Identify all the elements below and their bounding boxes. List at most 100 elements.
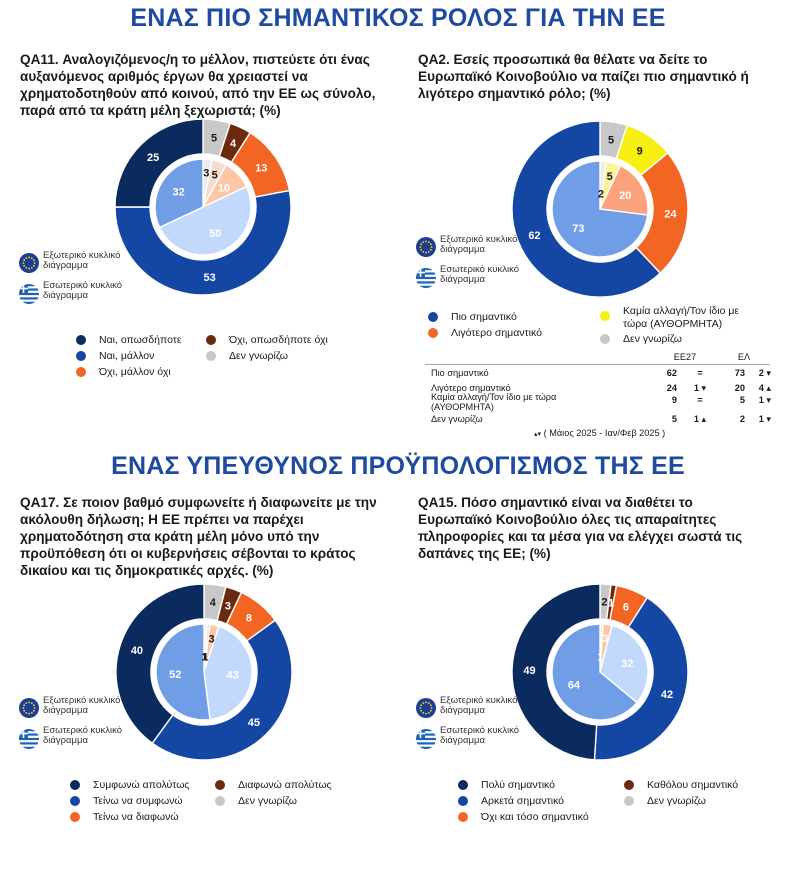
outer-label-δεν-γνωρίζω: 5 <box>211 132 217 144</box>
inner-label-διαφωνώ-απολύτως: 1 <box>202 652 208 664</box>
inner-label-δεν-γνωρίζω: 1 <box>201 652 207 664</box>
outer-slice-αρκετά-σημαντικό <box>593 596 689 761</box>
outer-slice-τείνω-να-συμφωνώ <box>151 619 293 761</box>
footnote-text: ( Μάιος 2025 - Ιαν/Φεβ 2025 ) <box>543 428 666 438</box>
outer-label-διαφωνώ-απολύτως: 3 <box>225 601 231 613</box>
ring-key-inner-label: Εσωτερικό κυκλικό διάγραμμα <box>440 725 520 746</box>
inner-label-καμία-αλλαγή-τον-ίδιο-με-τώρα-αυθορμητα: 5 <box>607 171 613 183</box>
greek-flag-icon <box>416 729 436 749</box>
inner-label-τείνω-να-συμφωνώ: 43 <box>227 670 239 682</box>
outer-label-όχι-και-τόσο-σημαντικό: 6 <box>623 601 629 613</box>
legend-label: Δεν γνωρίζω <box>229 350 288 362</box>
cell-cmp: = <box>697 395 703 405</box>
cell-grd: 4 ▴ <box>758 383 771 393</box>
cell-eu: 62 <box>666 368 677 378</box>
legend-label: Όχι και τόσο σημαντικό <box>481 811 589 823</box>
ring-key-inner-label: Εσωτερικό κυκλικό διάγραμμα <box>440 264 520 285</box>
outer-label-όχι-οπωσδήποτε-όχι: 4 <box>230 138 237 150</box>
outer-slice-πιο-σημαντικό <box>511 120 662 298</box>
inner-slice-τείνω-να-συμφωνώ <box>203 625 253 721</box>
outer-label-δεν-γνωρίζω: 5 <box>608 134 614 146</box>
inner-label-αρκετά-σημαντικό: 32 <box>621 658 633 670</box>
legend-label: Τείνω να συμφωνώ <box>93 795 183 807</box>
cell-gr: 2 <box>739 414 745 424</box>
legend-swatch-icon <box>458 780 468 790</box>
cell-eu: 24 <box>666 383 677 393</box>
legend-swatch-icon <box>70 796 80 806</box>
cell-eu: 5 <box>671 414 677 424</box>
outer-label-όχι-μάλλον-όχι: 13 <box>255 162 267 174</box>
legend-label: Συμφωνώ απολύτως <box>93 779 190 791</box>
section-title-budget: ΕΝΑΣ ΥΠΕΥΘΥΝΟΣ ΠΡΟΫΠΟΛΟΓΙΣΜΟΣ ΤΗΣ ΕΕ <box>111 452 685 480</box>
legend-swatch-icon <box>206 335 216 345</box>
inner-label-όχι-και-τόσο-σημαντικό: 3 <box>602 633 608 645</box>
outer-slice-συμφωνώ-απολύτως <box>115 583 205 745</box>
outer-label-τείνω-να-διαφωνώ: 8 <box>246 613 252 625</box>
legend-swatch-icon <box>600 334 610 344</box>
question-qa17: QA17. Σε ποιον βαθμό συμφωνείτε ή διαφων… <box>20 495 377 578</box>
row-label: Καμία αλλαγή/Τον ίδιο με τώρα (ΑΥΘΟΡΜΗΤΑ… <box>431 392 557 412</box>
greek-flag-icon <box>19 284 39 304</box>
cell-gr: 20 <box>734 383 745 393</box>
inner-label-λιγότερο-σημαντικό: 20 <box>619 190 631 202</box>
legend-label: Πιο σημαντικό <box>451 311 517 323</box>
inner-label-πολύ-σημαντικό: 64 <box>568 679 581 691</box>
inner-label-συμφωνώ-απολύτως: 52 <box>169 669 181 681</box>
eu-flag-icon <box>19 253 39 273</box>
inner-slice-ναι-μάλλον <box>158 185 252 256</box>
legend-swatch-icon <box>458 796 468 806</box>
inner-slice-λιγότερο-σημαντικό <box>598 164 649 216</box>
inner-label-δεν-γνωρίζω: 2 <box>598 189 604 201</box>
legend-swatch-icon <box>76 335 86 345</box>
legend-swatch-icon <box>428 328 438 338</box>
outer-label-καμία-αλλαγή-τον-ίδιο-με-τώρα-αυθορμητα: 9 <box>637 146 643 158</box>
legend-label: Καθόλου σημαντικό <box>647 779 739 791</box>
col-header-eu27: ΕΕ27 <box>673 352 697 362</box>
cell-cmp: 1 ▾ <box>693 383 707 393</box>
table-divider <box>425 364 770 365</box>
legend-label: Αρκετά σημαντικό <box>481 795 565 807</box>
question-qa15: QA15. Πόσο σημαντικό είναι να διαθέτει τ… <box>418 495 743 561</box>
legend-label: Δεν γνωρίζω <box>647 795 706 807</box>
question-qa11: QA11. Αναλογιζόμενος/η το μέλλον, πιστεύ… <box>20 52 376 118</box>
ring-key-outer-label: Εξωτερικό κυκλικό διάγραμμα <box>43 695 121 716</box>
outer-slice-ναι-μάλλον <box>114 189 292 296</box>
legend-swatch-icon <box>76 351 86 361</box>
row-label: Δεν γνωρίζω <box>431 414 483 424</box>
inner-slice-πολύ-σημαντικό <box>551 623 638 721</box>
question-qa2: QA2. Εσείς προσωπικά θα θέλατε να δείτε … <box>418 52 749 101</box>
cell-cmp: 1 ▴ <box>693 414 707 424</box>
legend-swatch-icon <box>600 311 610 321</box>
inner-slice-πιο-σημαντικό <box>551 160 649 258</box>
legend-label: Διαφωνώ απολύτως <box>238 779 332 791</box>
ring-key-outer-label: Εξωτερικό κυκλικό διάγραμμα <box>43 250 121 271</box>
ring-key-outer-label: Εξωτερικό κυκλικό διάγραμμα <box>440 695 518 716</box>
outer-label-ναι-οπωσδήποτε: 25 <box>147 152 159 164</box>
inner-label-τείνω-να-διαφωνώ: 3 <box>208 633 214 645</box>
ring-key-inner-label: Εσωτερικό κυκλικό διάγραμμα <box>43 725 123 746</box>
row-label: Λιγότερο σημαντικό <box>431 383 511 393</box>
legend-swatch-icon <box>206 351 216 361</box>
ring-key-inner-label: Εσωτερικό κυκλικό διάγραμμα <box>43 280 123 301</box>
eu-flag-icon <box>416 698 436 718</box>
outer-label-λιγότερο-σημαντικό: 24 <box>664 208 677 220</box>
legend-swatch-icon <box>458 812 468 822</box>
legend-label: Τείνω να διαφωνώ <box>93 811 179 823</box>
outer-label-αρκετά-σημαντικό: 42 <box>661 689 673 701</box>
outer-label-συμφωνώ-απολύτως: 40 <box>131 645 143 657</box>
inner-label-ναι-μάλλον: 50 <box>209 228 221 240</box>
legend-label: Ναι, μάλλον <box>99 350 155 362</box>
qa2-table-footnote: ▴▾ ( Μάιος 2025 - Ιαν/Φεβ 2025 ) <box>534 428 665 438</box>
cell-eu: 9 <box>671 395 677 405</box>
legend-label: Ναι, οπωσδήποτε <box>99 334 182 346</box>
inner-label-όχι-οπωσδήποτε-όχι: 5 <box>212 169 218 181</box>
inner-label-πιο-σημαντικό: 73 <box>572 223 584 235</box>
legend-label: Πολύ σημαντικό <box>481 779 556 791</box>
table-header: ΕΕ27 ΕΛ <box>425 352 770 364</box>
legend-label: Δεν γνωρίζω <box>623 333 682 345</box>
legend-swatch-icon <box>215 796 225 806</box>
eu-flag-icon <box>19 698 39 718</box>
